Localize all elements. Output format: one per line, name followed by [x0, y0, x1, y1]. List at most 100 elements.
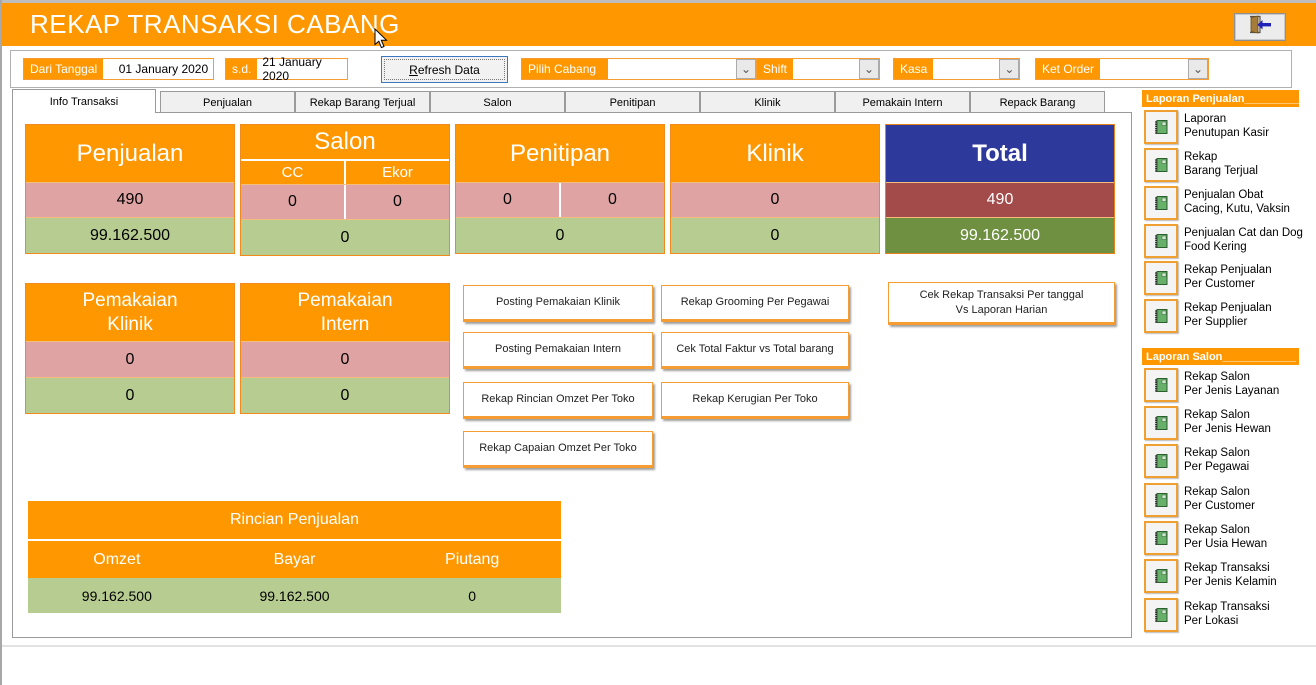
report-book-icon[interactable] — [1144, 224, 1178, 258]
report-label: Rekap Salon Per Jenis Hewan — [1184, 409, 1271, 435]
tab-klinik[interactable]: Klinik — [700, 91, 835, 113]
rincian-piutang-value: 0 — [468, 587, 477, 604]
cek-rekap-transaksi-button[interactable]: Cek Rekap Transaksi Per tanggal Vs Lapor… — [888, 282, 1115, 325]
rincian-title: Rincian Penjualan — [28, 501, 561, 539]
kasa-dropdown-button[interactable]: ⌄ — [999, 59, 1020, 79]
shift-select[interactable] — [793, 59, 860, 79]
card-penitipan: Penitipan 0 0 0 — [455, 124, 665, 254]
tab-info-transaksi[interactable]: Info Transaksi — [12, 89, 156, 113]
report-book-icon[interactable] — [1144, 521, 1178, 555]
refresh-data-button[interactable]: Refresh Data — [381, 56, 508, 83]
report-label: Penjualan Obat Cacing, Kutu, Vaksin — [1184, 189, 1290, 215]
report-rekap-salon-per-jenis-hewan[interactable]: Rekap Salon Per Jenis Hewan — [1144, 406, 1314, 442]
report-book-icon[interactable] — [1144, 598, 1178, 632]
tab-penjualan[interactable]: Penjualan — [160, 91, 295, 113]
report-rekap-transaksi-per-jenis-kelamin[interactable]: Rekap Transaksi Per Jenis Kelamin — [1144, 559, 1314, 595]
report-penjualan-obat[interactable]: Penjualan Obat Cacing, Kutu, Vaksin — [1144, 186, 1314, 222]
report-label: Rekap Penjualan Per Supplier — [1184, 302, 1272, 328]
shift-label: Shift — [757, 59, 794, 79]
cek-rekap-line1: Cek Rekap Transaksi Per tanggal — [919, 288, 1084, 301]
shift-dropdown-button[interactable]: ⌄ — [859, 59, 880, 79]
salon-col-cc: CC — [241, 161, 344, 184]
cek-rekap-line2: Vs Laporan Harian — [955, 303, 1048, 316]
pemakaian-klinik-amount: 0 — [26, 377, 234, 413]
report-book-icon[interactable] — [1144, 299, 1178, 333]
salon-amount: 0 — [241, 219, 449, 255]
report-rekap-salon-per-usia-hewan[interactable]: Rekap Salon Per Usia Hewan — [1144, 521, 1314, 557]
penitipan-amount: 0 — [456, 217, 664, 253]
report-label: Rekap Transaksi Per Jenis Kelamin — [1184, 562, 1277, 588]
report-book-icon[interactable] — [1144, 406, 1178, 440]
report-label: Penjualan Cat dan Dog Food Kering — [1184, 227, 1303, 253]
titlebar: REKAP TRANSAKSI CABANG — [2, 3, 1316, 46]
sd-label: s.d. — [226, 59, 258, 79]
penitipan-count-right: 0 — [559, 183, 664, 217]
section-laporan-penjualan: Laporan Penjualan_________ — [1142, 90, 1299, 107]
rekap-rincian-omzet-button[interactable]: Rekap Rincian Omzet Per Toko — [463, 382, 653, 419]
pemakaian-klinik-count: 0 — [26, 341, 234, 377]
chevron-down-icon: ⌄ — [1004, 62, 1015, 76]
sd-tanggal-control: s.d. 21 January 2020 — [225, 55, 349, 83]
report-book-icon[interactable] — [1144, 483, 1178, 517]
kasa-select[interactable] — [933, 59, 1000, 79]
total-count: 490 — [886, 182, 1114, 217]
report-book-icon[interactable] — [1144, 148, 1178, 182]
chevron-down-icon: ⌄ — [863, 62, 875, 76]
tab-repack-barang[interactable]: Repack Barang — [970, 91, 1105, 113]
bottom-divider — [2, 645, 1316, 647]
report-rekap-penjualan-per-customer[interactable]: Rekap Penjualan Per Customer — [1144, 261, 1314, 297]
rekap-grooming-button[interactable]: Rekap Grooming Per Pegawai — [661, 285, 849, 322]
penjualan-amount: 99.162.500 — [26, 217, 234, 253]
posting-pemakaian-intern-button[interactable]: Posting Pemakaian Intern — [463, 332, 653, 369]
window-top-edge — [2, 0, 1316, 3]
pilih-cabang-control: Pilih Cabang ⌄ — [521, 58, 757, 80]
card-klinik-title: Klinik — [671, 125, 879, 182]
exit-button[interactable] — [1234, 13, 1286, 41]
report-book-icon[interactable] — [1144, 559, 1178, 593]
report-laporan-penutupan-kasir[interactable]: Laporan Penutupan Kasir — [1144, 110, 1314, 146]
ket-order-label: Ket Order — [1036, 59, 1101, 79]
penitipan-counts: 0 0 — [456, 182, 664, 217]
report-rekap-salon-per-customer[interactable]: Rekap Salon Per Customer — [1144, 483, 1314, 519]
info-transaksi-panel: Penjualan 490 99.162.500 Salon CC Ekor 0… — [12, 112, 1132, 638]
rincian-bayar-value: 99.162.500 — [259, 587, 330, 604]
report-rekap-salon-per-pegawai[interactable]: Rekap Salon Per Pegawai — [1144, 444, 1314, 480]
rekap-capaian-omzet-button[interactable]: Rekap Capaian Omzet Per Toko — [463, 431, 653, 468]
report-rekap-transaksi-per-lokasi[interactable]: Rekap Transaksi Per Lokasi — [1144, 598, 1314, 634]
dari-tanggal-label: Dari Tanggal — [24, 59, 104, 79]
cek-total-faktur-button[interactable]: Cek Total Faktur vs Total barang — [661, 332, 849, 369]
report-book-icon[interactable] — [1144, 444, 1178, 478]
tab-salon[interactable]: Salon — [430, 91, 565, 113]
tab-penitipan[interactable]: Penitipan — [565, 91, 700, 113]
pemakaian-klinik-title-line1: Pemakaian — [82, 289, 178, 311]
tab-rekap-barang-terjual[interactable]: Rekap Barang Terjual — [295, 91, 430, 113]
card-total: Total 490 99.162.500 — [885, 124, 1115, 254]
report-book-icon[interactable] — [1144, 368, 1178, 402]
report-rekap-penjualan-per-supplier[interactable]: Rekap Penjualan Per Supplier — [1144, 299, 1314, 335]
sd-tanggal-input[interactable]: 21 January 2020 — [257, 55, 348, 83]
kasa-control: Kasa ⌄ — [893, 58, 1021, 80]
report-penjualan-cat-dog-food[interactable]: Penjualan Cat dan Dog Food Kering — [1144, 224, 1314, 260]
ket-order-select[interactable] — [1100, 59, 1189, 79]
posting-pemakaian-klinik-button[interactable]: Posting Pemakaian Klinik — [463, 285, 653, 322]
ket-order-dropdown-button[interactable]: ⌄ — [1188, 59, 1209, 79]
pilih-cabang-select[interactable] — [608, 59, 736, 79]
card-klinik: Klinik 0 0 — [670, 124, 880, 254]
total-amount: 99.162.500 — [886, 217, 1114, 253]
report-label: Rekap Salon Per Usia Hewan — [1184, 524, 1268, 550]
salon-subheader: CC Ekor — [241, 159, 449, 184]
salon-count-cc: 0 — [288, 193, 297, 210]
card-salon: Salon CC Ekor 0 0 0 — [240, 124, 450, 256]
report-book-icon[interactable] — [1144, 261, 1178, 295]
rekap-kerugian-button[interactable]: Rekap Kerugian Per Toko — [661, 382, 849, 419]
tab-pemakain-intern[interactable]: Pemakain Intern — [835, 91, 970, 113]
salon-counts: 0 0 — [241, 184, 449, 219]
report-book-icon[interactable] — [1144, 186, 1178, 220]
report-book-icon[interactable] — [1144, 110, 1178, 144]
dari-tanggal-input[interactable]: 01 January 2020 — [103, 59, 214, 79]
report-rekap-salon-per-jenis-layanan[interactable]: Rekap Salon Per Jenis Layanan — [1144, 368, 1314, 404]
rincian-value-row: 99.162.500 99.162.500 0 — [28, 578, 561, 613]
report-rekap-barang-terjual[interactable]: Rekap Barang Terjual — [1144, 148, 1314, 184]
pilih-cabang-dropdown-button[interactable]: ⌄ — [736, 59, 756, 79]
